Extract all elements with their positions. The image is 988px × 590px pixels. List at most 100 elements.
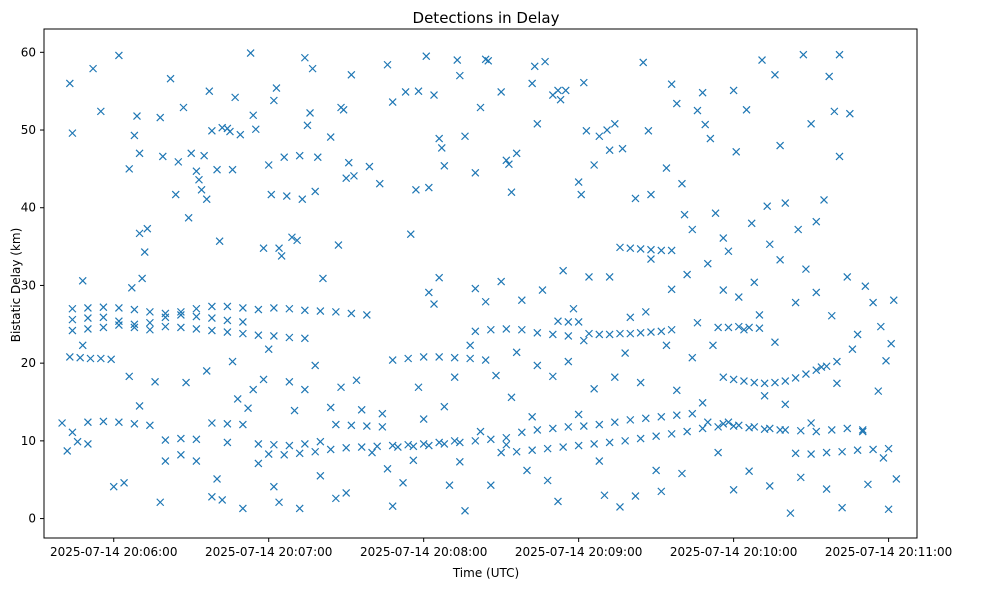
data-point xyxy=(698,88,707,97)
data-point xyxy=(719,286,728,295)
data-point xyxy=(156,498,165,507)
data-point xyxy=(492,371,500,380)
data-point xyxy=(161,457,170,465)
chart-title: Detections in Delay xyxy=(413,9,560,27)
data-point xyxy=(502,433,511,442)
data-point xyxy=(213,165,221,174)
data-point xyxy=(352,376,361,385)
data-point xyxy=(765,482,774,490)
data-point xyxy=(319,274,327,283)
y-tick-label: 40 xyxy=(21,201,36,215)
data-point xyxy=(734,322,743,331)
data-point xyxy=(822,448,831,457)
data-point xyxy=(610,119,619,128)
data-point xyxy=(719,419,728,428)
data-point xyxy=(205,87,214,96)
data-point xyxy=(641,414,650,423)
data-point xyxy=(647,190,655,199)
data-point xyxy=(812,427,821,436)
data-point xyxy=(600,491,609,500)
data-point xyxy=(595,457,604,465)
data-point xyxy=(466,354,475,363)
data-point xyxy=(383,464,392,473)
data-point xyxy=(541,57,549,66)
data-point xyxy=(683,427,692,436)
data-point xyxy=(86,354,95,363)
data-point xyxy=(548,330,557,339)
data-point xyxy=(786,509,795,518)
data-point xyxy=(151,377,159,386)
data-point xyxy=(264,450,273,458)
data-point xyxy=(450,353,459,362)
data-point xyxy=(176,311,185,319)
data-point xyxy=(455,71,464,80)
data-point xyxy=(605,330,614,339)
data-point xyxy=(347,70,356,79)
data-point xyxy=(618,144,627,153)
data-point xyxy=(561,86,570,95)
data-point xyxy=(636,244,645,253)
data-point xyxy=(864,480,872,489)
data-point xyxy=(435,273,444,282)
data-point xyxy=(161,322,170,331)
data-point xyxy=(192,457,201,465)
data-point xyxy=(683,270,692,279)
data-point xyxy=(130,323,139,332)
data-point xyxy=(481,297,490,306)
data-point xyxy=(455,438,464,447)
data-point xyxy=(543,476,552,485)
data-point xyxy=(517,325,526,334)
data-point xyxy=(285,377,294,386)
data-point xyxy=(701,120,710,129)
data-point xyxy=(238,318,247,326)
data-point xyxy=(236,130,245,139)
data-point xyxy=(605,272,614,281)
data-point xyxy=(812,217,821,226)
data-point xyxy=(401,88,410,96)
data-point xyxy=(672,386,681,395)
data-point xyxy=(807,419,816,427)
data-point xyxy=(300,385,309,394)
data-point xyxy=(486,481,495,490)
data-point xyxy=(300,440,309,448)
data-point xyxy=(554,497,562,506)
data-point xyxy=(853,446,862,455)
data-point xyxy=(577,190,586,199)
data-point xyxy=(445,481,454,490)
data-point xyxy=(254,440,263,448)
data-point xyxy=(68,315,77,324)
data-point xyxy=(750,278,759,287)
data-point xyxy=(724,323,733,332)
data-point xyxy=(765,240,774,249)
data-point xyxy=(246,49,255,58)
data-point xyxy=(207,302,216,311)
data-point xyxy=(616,502,624,511)
data-point xyxy=(99,313,108,322)
data-point xyxy=(657,412,666,421)
data-point xyxy=(732,147,741,156)
data-point xyxy=(621,436,630,445)
y-axis: 0 10 20 30 40 50 60 xyxy=(21,45,44,526)
data-point xyxy=(636,434,645,443)
data-point xyxy=(326,133,335,141)
data-point xyxy=(641,307,650,316)
data-point xyxy=(326,445,335,454)
data-point xyxy=(207,126,216,135)
data-point xyxy=(254,331,263,340)
data-point xyxy=(300,334,309,343)
data-point xyxy=(569,304,578,313)
data-point xyxy=(223,328,232,336)
data-point xyxy=(161,313,170,322)
data-point xyxy=(254,305,263,314)
y-tick-label: 20 xyxy=(21,356,36,370)
data-point xyxy=(667,285,676,294)
data-point xyxy=(543,444,552,453)
data-point xyxy=(827,426,836,434)
data-point xyxy=(662,164,671,173)
data-point xyxy=(760,379,769,388)
data-point xyxy=(326,403,335,412)
data-point xyxy=(424,288,433,297)
data-point xyxy=(365,162,374,171)
data-point xyxy=(73,437,82,446)
data-point xyxy=(835,50,844,59)
